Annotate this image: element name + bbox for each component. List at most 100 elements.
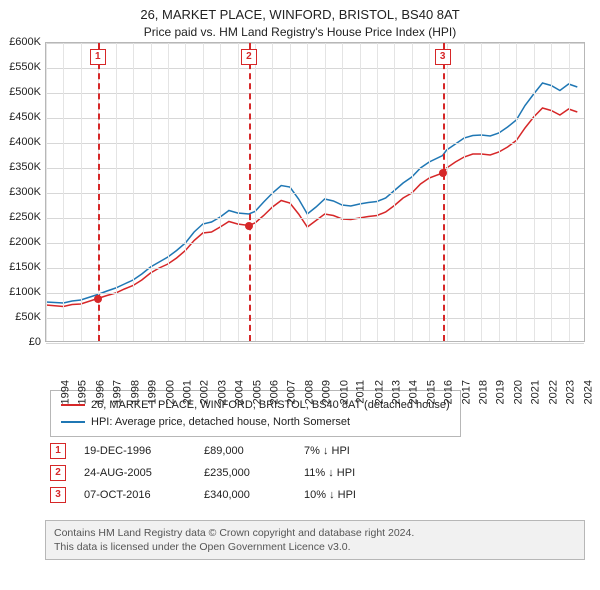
sale-event-line (443, 43, 445, 341)
sale-event-marker: 3 (435, 49, 451, 65)
x-gridline (394, 43, 395, 341)
x-gridline (447, 43, 448, 341)
y-gridline (46, 318, 584, 319)
x-axis-label: 2012 (373, 380, 385, 404)
x-gridline (238, 43, 239, 341)
x-axis-label: 1998 (129, 380, 141, 404)
x-axis-label: 2000 (164, 380, 176, 404)
x-axis-label: 1994 (59, 380, 71, 404)
x-axis-label: 1995 (77, 380, 89, 404)
x-axis-label: 2007 (286, 380, 298, 404)
y-gridline (46, 243, 584, 244)
y-axis-label: £100K (1, 286, 41, 298)
y-gridline (46, 93, 584, 94)
x-axis-label: 2010 (338, 380, 350, 404)
y-axis-label: £500K (1, 86, 41, 98)
y-axis-label: £400K (1, 136, 41, 148)
x-axis-label: 2002 (199, 380, 211, 404)
x-axis-label: 2016 (443, 380, 455, 404)
x-gridline (499, 43, 500, 341)
x-gridline (429, 43, 430, 341)
x-gridline (151, 43, 152, 341)
x-gridline (325, 43, 326, 341)
x-gridline (377, 43, 378, 341)
x-axis-label: 2015 (425, 380, 437, 404)
y-axis-label: £200K (1, 236, 41, 248)
sale-row: 119-DEC-1996£89,0007% ↓ HPI (50, 440, 394, 462)
x-axis-label: 2009 (321, 380, 333, 404)
x-gridline (481, 43, 482, 341)
y-axis-label: £250K (1, 211, 41, 223)
y-axis-label: £350K (1, 161, 41, 173)
chart-titles: 26, MARKET PLACE, WINFORD, BRISTOL, BS40… (0, 0, 600, 40)
legend-item: HPI: Average price, detached house, Nort… (61, 414, 450, 431)
y-gridline (46, 193, 584, 194)
y-gridline (46, 43, 584, 44)
y-axis-label: £600K (1, 36, 41, 48)
x-axis-label: 2005 (251, 380, 263, 404)
legend-swatch (61, 421, 85, 423)
sale-row-date: 19-DEC-1996 (84, 445, 204, 457)
x-gridline (272, 43, 273, 341)
y-axis-label: £300K (1, 186, 41, 198)
y-gridline (46, 343, 584, 344)
x-gridline (551, 43, 552, 341)
y-gridline (46, 68, 584, 69)
x-axis-label: 1996 (94, 380, 106, 404)
y-axis-label: £150K (1, 261, 41, 273)
x-axis-label: 2006 (269, 380, 281, 404)
series-price_paid (46, 108, 577, 307)
x-gridline (290, 43, 291, 341)
x-gridline (168, 43, 169, 341)
x-gridline (81, 43, 82, 341)
y-gridline (46, 218, 584, 219)
y-gridline (46, 118, 584, 119)
sale-row-date: 24-AUG-2005 (84, 467, 204, 479)
x-axis-label: 2020 (512, 380, 524, 404)
sale-event-dot (94, 295, 102, 303)
x-gridline (116, 43, 117, 341)
x-gridline (63, 43, 64, 341)
sale-row-price: £235,000 (204, 467, 304, 479)
sale-row-price: £89,000 (204, 445, 304, 457)
sale-row: 307-OCT-2016£340,00010% ↓ HPI (50, 484, 394, 506)
y-gridline (46, 293, 584, 294)
x-gridline (534, 43, 535, 341)
attribution-line-1: Contains HM Land Registry data © Crown c… (54, 526, 576, 540)
sale-event-dot (245, 222, 253, 230)
sale-row-marker: 1 (50, 443, 66, 459)
x-gridline (203, 43, 204, 341)
x-axis-label: 1997 (112, 380, 124, 404)
attribution-line-2: This data is licensed under the Open Gov… (54, 540, 576, 554)
chart-plot-area: 123 (45, 42, 585, 342)
x-axis-label: 2004 (234, 380, 246, 404)
x-axis-label: 2001 (181, 380, 193, 404)
sales-events-table: 119-DEC-1996£89,0007% ↓ HPI224-AUG-2005£… (50, 440, 394, 506)
x-gridline (360, 43, 361, 341)
x-gridline (342, 43, 343, 341)
y-axis-label: £50K (1, 311, 41, 323)
x-axis-label: 1999 (147, 380, 159, 404)
y-axis-label: £550K (1, 61, 41, 73)
y-gridline (46, 143, 584, 144)
x-gridline (255, 43, 256, 341)
chart-subtitle: Price paid vs. HM Land Registry's House … (0, 24, 600, 40)
x-axis-label: 2021 (530, 380, 542, 404)
sale-event-line (249, 43, 251, 341)
sale-event-marker: 1 (90, 49, 106, 65)
x-gridline (46, 43, 47, 341)
sale-row-delta: 11% ↓ HPI (304, 467, 394, 479)
x-gridline (569, 43, 570, 341)
attribution-box: Contains HM Land Registry data © Crown c… (45, 520, 585, 560)
sale-row-price: £340,000 (204, 489, 304, 501)
sale-row-delta: 10% ↓ HPI (304, 489, 394, 501)
x-axis-label: 2019 (495, 380, 507, 404)
sale-row: 2 24-AUG-2005£235,00011% ↓ HPI (50, 462, 394, 484)
sale-row-marker: 2 (50, 465, 66, 481)
x-gridline (220, 43, 221, 341)
x-axis-label: 2018 (478, 380, 490, 404)
sale-event-dot (439, 169, 447, 177)
y-axis-label: £0 (1, 336, 41, 348)
y-gridline (46, 268, 584, 269)
sale-row-date: 07-OCT-2016 (84, 489, 204, 501)
